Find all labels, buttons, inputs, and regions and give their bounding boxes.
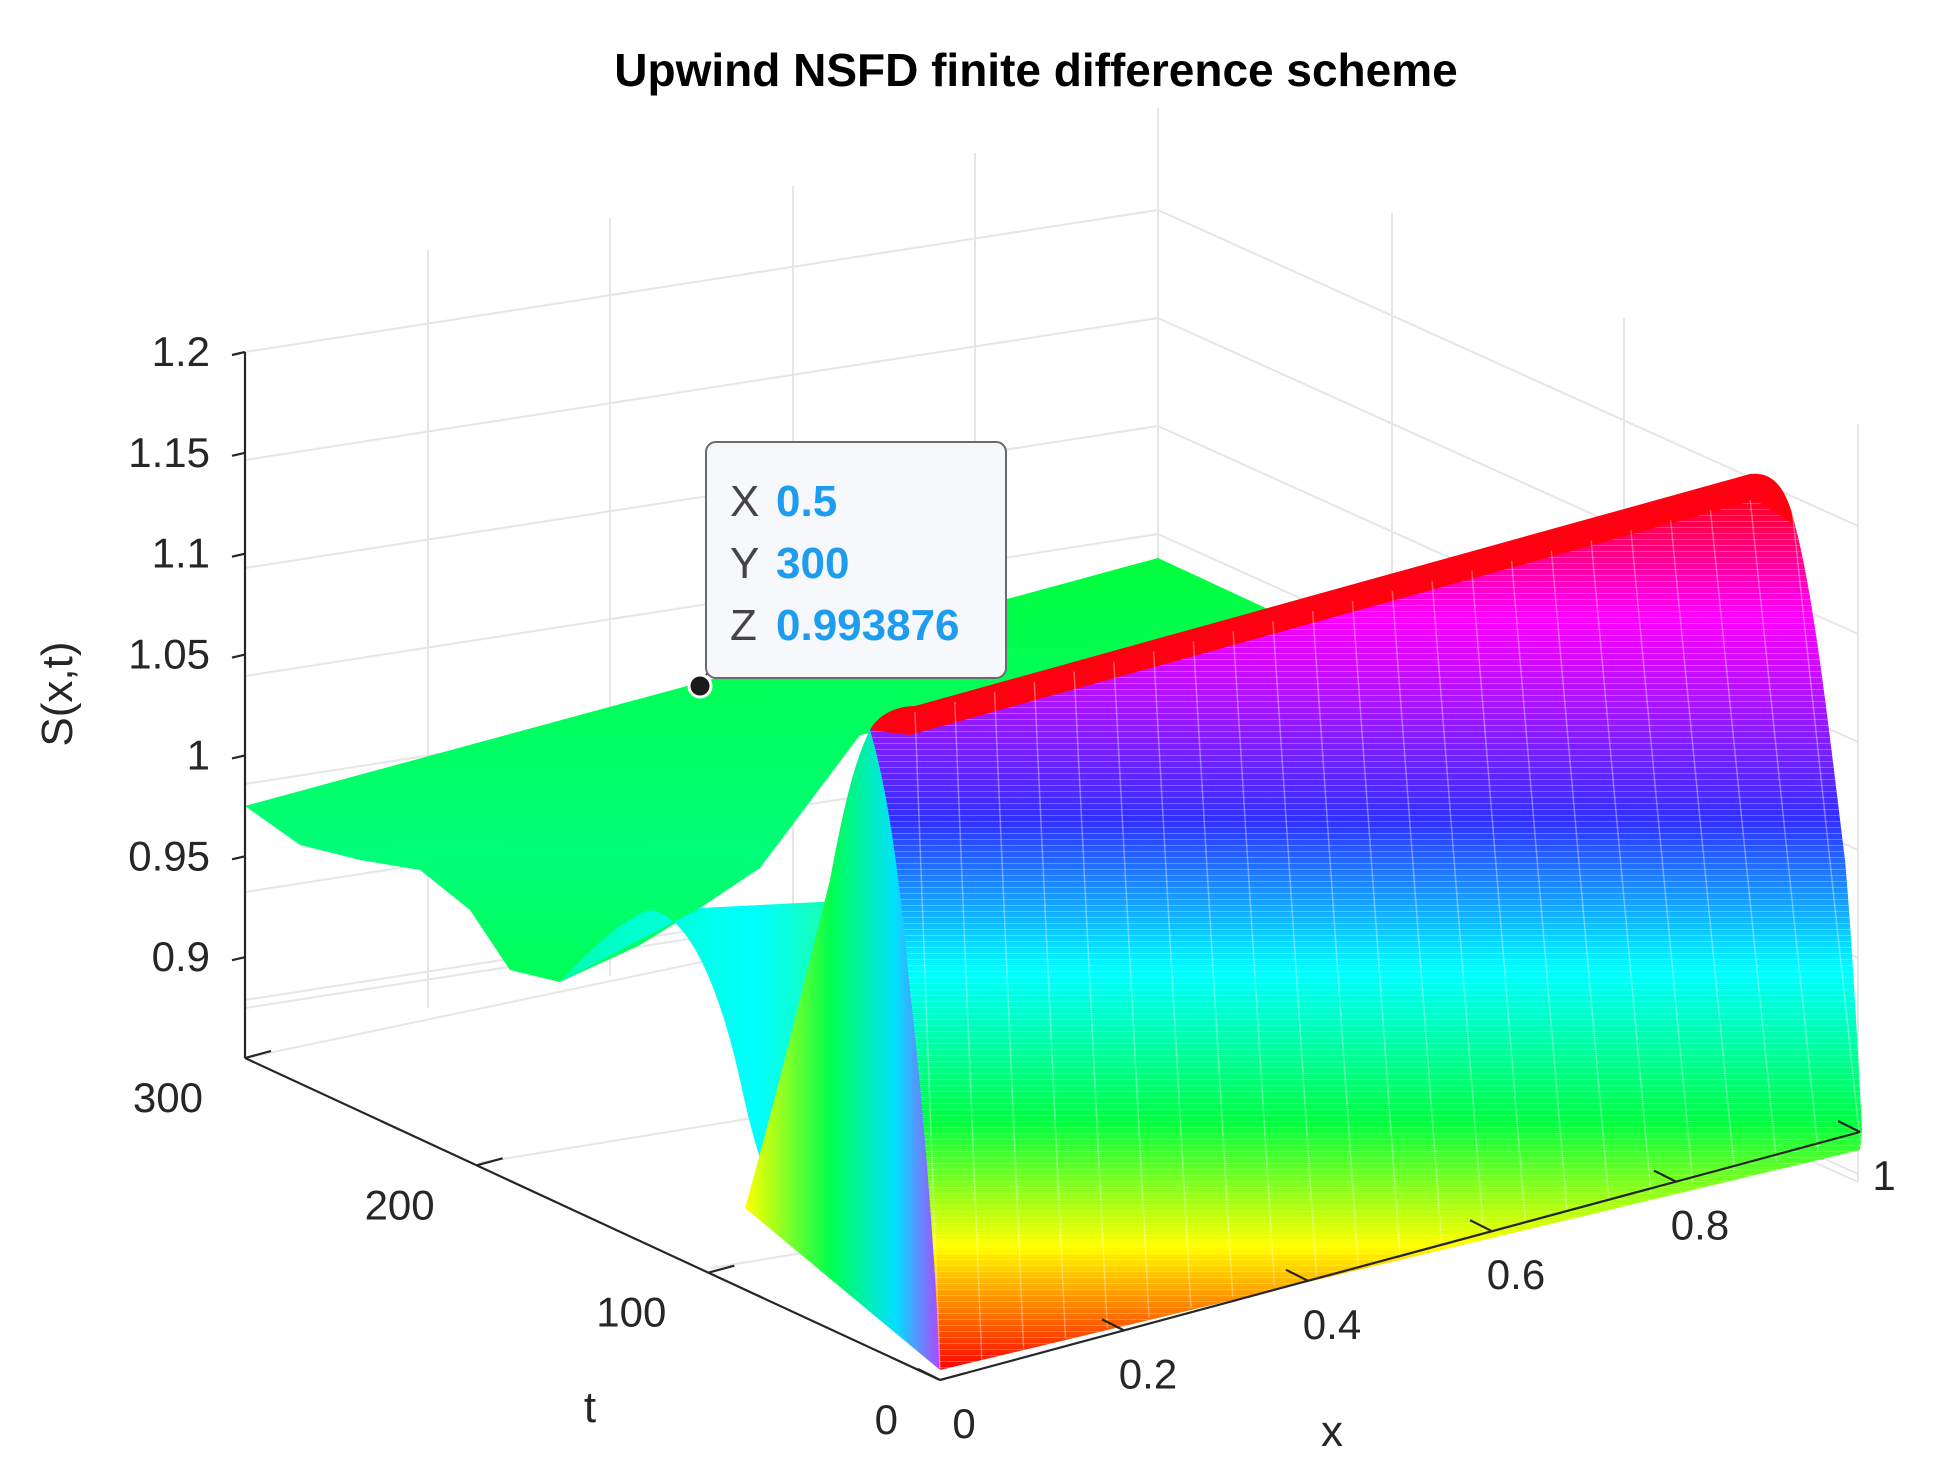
x-tick-mark — [1653, 1169, 1677, 1183]
mesh-line — [954, 701, 983, 1360]
mesh-line — [1431, 580, 1485, 1235]
x-axis-ticks: 0 0.2 0.4 0.6 0.8 1 — [917, 1120, 1896, 1447]
mesh-line — [993, 691, 1025, 1350]
mesh-line — [1272, 621, 1318, 1276]
z-tick-label: 1.15 — [128, 429, 210, 476]
grid-line — [244, 208, 1859, 527]
chart-title: Upwind NSFD finite difference scheme — [614, 44, 1457, 96]
mesh-line — [1510, 560, 1569, 1214]
mesh-line — [1113, 661, 1150, 1318]
axes — [243, 352, 1861, 1382]
mesh-line — [1152, 651, 1192, 1308]
mesh-line — [1232, 631, 1276, 1287]
z-tick-mark — [231, 956, 246, 962]
t-tick-label: 100 — [596, 1289, 666, 1336]
z-tick-mark — [231, 552, 246, 558]
mesh-line — [1590, 540, 1652, 1193]
surface-ridge-crest — [870, 473, 1795, 735]
z-tick-label: 1.2 — [152, 328, 210, 375]
data-tip-y-key: Y — [730, 539, 759, 588]
t-axis-ticks: 0 100 200 300 — [133, 1049, 967, 1443]
z-tick-mark — [231, 754, 246, 760]
mesh-line — [1550, 550, 1610, 1203]
x-tick-label: 1 — [1872, 1152, 1895, 1199]
x-axis-label: x — [1321, 1407, 1343, 1456]
z-tick-mark — [231, 350, 246, 357]
z-tick-label: 0.95 — [128, 832, 210, 879]
x-tick-label: 0.2 — [1119, 1350, 1177, 1397]
z-axis-label: S(x,t) — [33, 641, 82, 746]
x-tick-label: 0 — [952, 1400, 975, 1447]
z-tick-label: 1 — [187, 731, 210, 778]
data-tip-x-value: 0.5 — [776, 477, 837, 526]
mesh-line — [1630, 530, 1694, 1182]
mesh-line — [1391, 590, 1443, 1245]
mesh-line — [1311, 611, 1359, 1266]
x-tick-mark — [1469, 1219, 1493, 1233]
mesh-line — [1669, 520, 1736, 1172]
x-tick-label: 0.4 — [1303, 1301, 1361, 1348]
t-axis-label: t — [584, 1383, 596, 1432]
x-tick-label: 0.8 — [1671, 1202, 1729, 1249]
t-tick-label: 200 — [365, 1181, 435, 1228]
t-tick-mark — [939, 1371, 967, 1382]
data-tip-z-value: 0.993876 — [776, 601, 960, 650]
data-tip-x-key: X — [730, 477, 759, 526]
x-tick-mark — [1837, 1120, 1861, 1133]
t-tick-mark — [476, 1157, 503, 1167]
mesh-line — [1192, 641, 1234, 1297]
z-tick-mark — [231, 855, 246, 861]
surface-front-mesh — [870, 484, 1862, 1370]
x-tick-mark — [917, 1368, 941, 1381]
t-tick-label: 300 — [133, 1074, 203, 1121]
z-tick-mark — [231, 653, 246, 659]
x-axis-line — [939, 1130, 1861, 1382]
surface-mesh-lines — [914, 489, 1861, 1371]
mesh-line — [1033, 681, 1067, 1339]
mesh-line — [1351, 600, 1401, 1256]
mesh-line — [1789, 489, 1861, 1141]
mesh-line — [1471, 570, 1527, 1224]
data-tip-marker[interactable] — [687, 673, 713, 699]
z-tick-label: 0.9 — [152, 933, 210, 980]
z-tick-mark — [231, 451, 246, 457]
mesh-line — [1709, 510, 1778, 1161]
data-tip-z-key: Z — [730, 601, 757, 650]
t-tick-label: 0 — [875, 1396, 898, 1443]
x-tick-mark — [1285, 1268, 1309, 1282]
x-tick-label: 0.6 — [1487, 1251, 1545, 1298]
mesh-line — [1073, 671, 1109, 1329]
z-axis-ticks: 0.9 0.95 1 1.05 1.1 1.15 1.2 — [128, 328, 246, 980]
x-tick-mark — [1101, 1318, 1125, 1332]
data-tip[interactable]: X 0.5 Y 300 Z 0.993876 — [687, 441, 1007, 699]
data-tip-box — [705, 441, 1007, 679]
mesh-line — [1749, 500, 1819, 1151]
z-tick-label: 1.05 — [128, 631, 210, 678]
z-tick-label: 1.1 — [152, 530, 210, 577]
surface — [245, 473, 1862, 1371]
t-tick-mark — [244, 1049, 272, 1060]
mesh-line — [914, 711, 941, 1371]
t-axis-line — [244, 1057, 941, 1381]
data-tip-y-value: 300 — [776, 539, 849, 588]
t-tick-mark — [708, 1264, 735, 1274]
